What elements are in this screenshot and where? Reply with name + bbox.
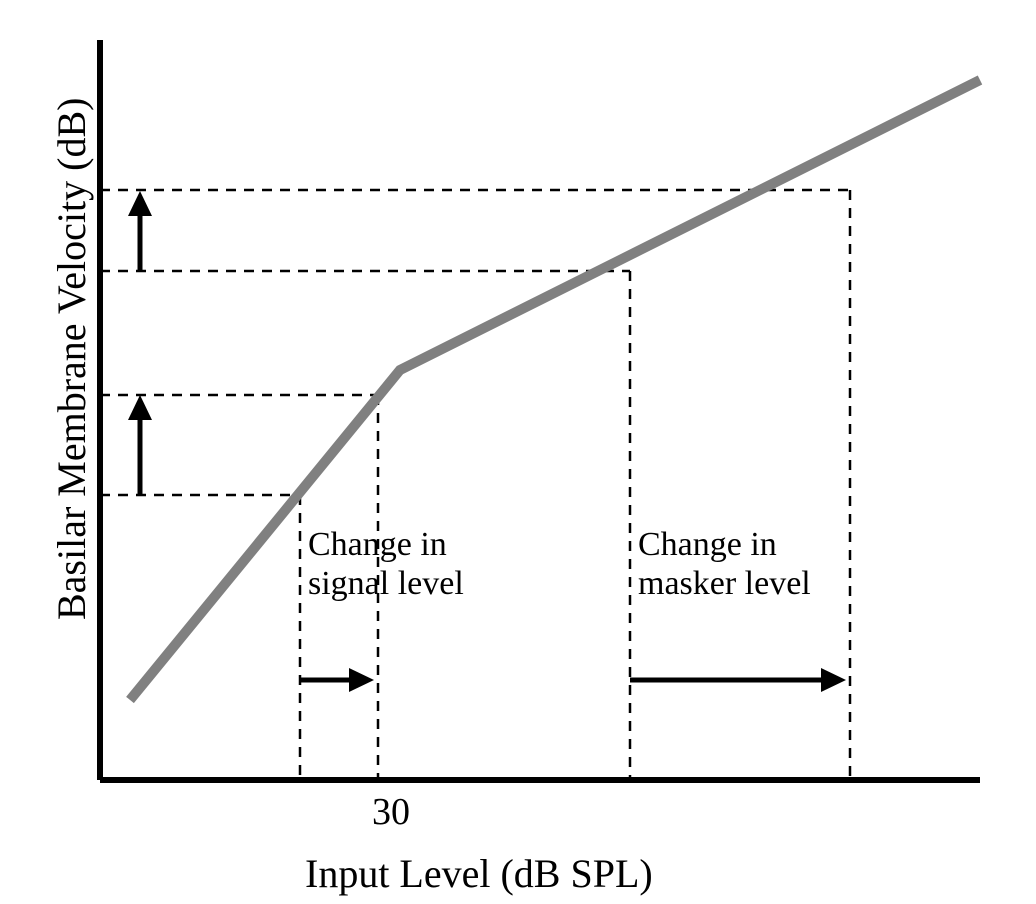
arrow-masker-dx [630, 668, 846, 692]
io-curve [130, 80, 980, 700]
x-tick-30: 30 [372, 790, 410, 834]
anno-masker-l1: Change in [638, 526, 777, 563]
arrow-masker-dy [128, 191, 152, 271]
arrow-signal-dy [128, 395, 152, 495]
x-axis-label: Input Level (dB SPL) [305, 850, 653, 897]
anno-masker-l2: masker level [638, 565, 811, 602]
y-axis-label: Basilar Membrane Velocity (dB) [48, 98, 95, 620]
anno-signal: Change in signal level [308, 525, 464, 603]
arrow-signal-dx [300, 668, 374, 692]
anno-signal-l2: signal level [308, 565, 464, 602]
anno-masker: Change in masker level [638, 525, 811, 603]
anno-signal-l1: Change in [308, 526, 447, 563]
